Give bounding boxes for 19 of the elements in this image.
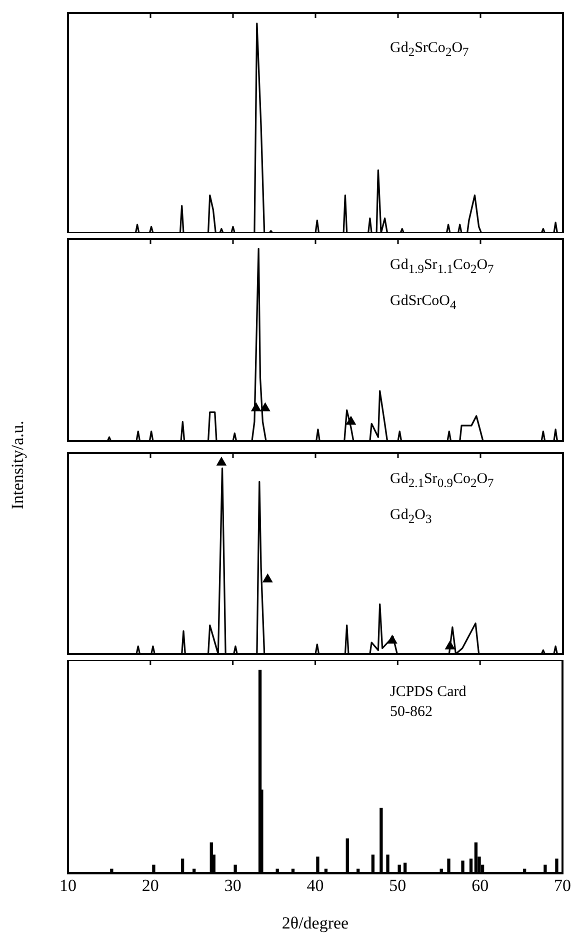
x-tick-label: 40 (306, 876, 324, 895)
annotation: GdSrCoO$_{4}$ (390, 292, 456, 314)
annotation: Gd$_{2}$O$_{3}$ (390, 506, 432, 528)
point (445, 640, 455, 650)
x-tick-label: 20 (142, 876, 159, 895)
point (387, 635, 398, 644)
annotation: Gd$_{1.9}$Sr$_{1.1}$Co$_{2}$O$_{7}$ (390, 256, 494, 278)
annotation: Gd$_{2}$SrCo$_{2}$O$_{7}$ (390, 39, 469, 61)
point (262, 574, 272, 582)
y-axis-title: Intensity/a.u. (8, 420, 28, 510)
x-tick-label: 70 (554, 876, 571, 895)
x-tick-label: 10 (60, 876, 76, 895)
x-tick-label: 60 (472, 876, 489, 895)
point (216, 457, 226, 466)
annotation: Gd$_{2.1}$Sr$_{0.9}$Co$_{2}$O$_{7}$ (390, 470, 494, 492)
annotation: JCPDS Card 50-862 (390, 683, 466, 722)
x-axis-title: 2θ/degree (282, 913, 349, 932)
x-tick-label: 30 (224, 876, 242, 895)
x-tick-label: 50 (389, 876, 406, 895)
